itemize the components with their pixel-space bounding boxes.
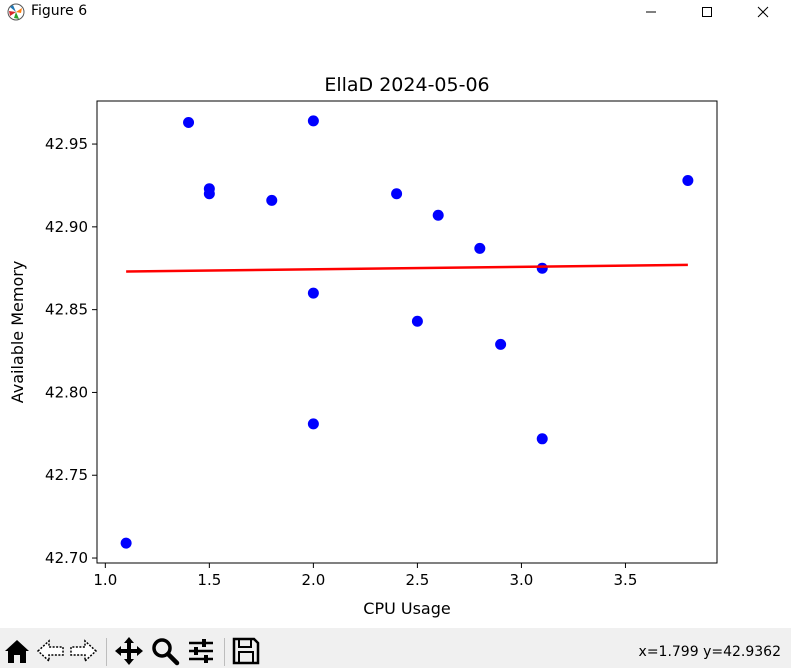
data-point — [120, 537, 132, 549]
chart-title: EllaD 2024-05-06 — [324, 74, 489, 96]
data-point — [266, 194, 278, 206]
x-tick-label: 2.5 — [405, 571, 429, 589]
x-tick-label: 1.0 — [93, 571, 117, 589]
minimize-icon — [646, 11, 656, 13]
data-point — [307, 418, 319, 430]
y-tick-label: 42.90 — [45, 218, 88, 236]
x-axis-label: CPU Usage — [363, 599, 450, 618]
y-tick-label: 42.95 — [45, 135, 88, 153]
x-tick-label: 3.5 — [614, 571, 638, 589]
close-button[interactable] — [735, 0, 791, 24]
save-icon[interactable] — [231, 636, 261, 666]
cursor-coordinates: x=1.799 y=42.9362 — [638, 644, 781, 660]
maximize-icon — [702, 7, 712, 17]
home-icon[interactable] — [2, 636, 32, 666]
navigation-toolbar: x=1.799 y=42.9362 — [0, 628, 791, 668]
data-point — [536, 262, 548, 274]
data-point — [183, 117, 195, 129]
data-point — [307, 115, 319, 127]
trendline — [126, 263, 688, 273]
x-tick-label: 1.5 — [197, 571, 221, 589]
data-point — [536, 433, 548, 445]
data-point — [495, 338, 507, 350]
x-axis-ticks: 1.0 1.5 2.0 2.5 3.0 3.5 — [93, 563, 637, 589]
minimize-button[interactable] — [623, 0, 679, 24]
back-icon[interactable] — [36, 636, 66, 666]
data-point — [432, 209, 444, 221]
pan-icon[interactable] — [114, 636, 144, 666]
forward-icon[interactable] — [68, 636, 98, 666]
data-points — [120, 115, 694, 549]
data-point — [411, 315, 423, 327]
y-axis-label: Available Memory — [8, 261, 27, 404]
y-axis-ticks: 42.70 42.75 42.80 42.85 42.90 42.95 — [45, 135, 97, 567]
data-point — [682, 174, 694, 186]
y-tick-label: 42.75 — [45, 466, 88, 484]
zoom-icon[interactable] — [150, 636, 180, 666]
toolbar-separator — [224, 638, 225, 666]
data-point — [307, 287, 319, 299]
maximize-button[interactable] — [679, 0, 735, 24]
x-tick-label: 2.0 — [301, 571, 325, 589]
data-point — [474, 242, 486, 254]
data-point — [203, 188, 215, 200]
configure-subplots-icon[interactable] — [186, 636, 216, 666]
axes-frame — [96, 100, 718, 564]
close-icon — [757, 6, 769, 18]
app-icon — [7, 3, 25, 21]
window-titlebar: Figure 6 — [0, 0, 791, 24]
y-tick-label: 42.85 — [45, 301, 88, 319]
y-tick-label: 42.80 — [45, 383, 88, 401]
figure-canvas[interactable]: EllaD 2024-05-06 42.70 42.75 42.80 42.85 42.… — [0, 24, 791, 628]
trendline-group — [126, 263, 688, 273]
y-tick-label: 42.70 — [45, 549, 88, 567]
data-point — [391, 188, 403, 200]
window-title: Figure 6 — [31, 3, 88, 19]
x-tick-label: 3.0 — [509, 571, 533, 589]
toolbar-separator — [106, 638, 107, 666]
scatter-chart: EllaD 2024-05-06 42.7042.7542.8042.8542.… — [8, 74, 718, 618]
